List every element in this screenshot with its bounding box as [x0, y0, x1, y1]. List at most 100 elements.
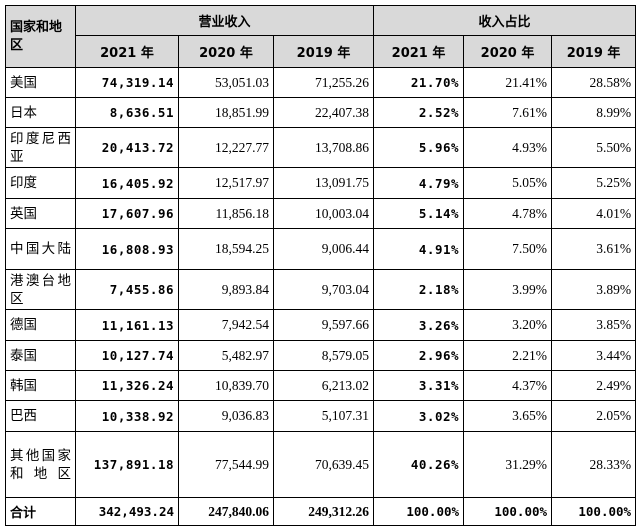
table-row: 英国 17,607.96 11,856.18 10,003.04 5.14% 4.78% 4…	[5, 198, 637, 229]
revenue-cell-2020: 9,893.84	[178, 269, 274, 310]
share-cell-2021: 3.02%	[373, 400, 465, 432]
region-cell: 德国	[5, 309, 76, 341]
revenue-cell-2020: 12,227.77	[178, 127, 274, 168]
revenue-cell-2021: 17,607.96	[75, 198, 179, 229]
revenue-cell-2019: 8,579.05	[272, 340, 375, 371]
header-row-years: 2021 年 2020 年 2019 年 2021 年 2020 年 2019 …	[6, 35, 637, 68]
share-cell-2019: 3.85%	[551, 309, 637, 341]
total-label: 合计	[5, 497, 76, 526]
region-cell: 巴西	[5, 400, 76, 432]
share-cell-2020: 5.05%	[463, 167, 553, 199]
share-cell-2020: 2.21%	[463, 340, 553, 371]
share-cell-2020: 4.78%	[463, 198, 553, 229]
revenue-cell-2020: 77,544.99	[178, 431, 274, 498]
share-group-header: 收入占比	[373, 5, 637, 36]
share-cell-2021: 5.96%	[373, 127, 465, 168]
total-revenue-2019: 249,312.26	[272, 497, 375, 526]
revenue-cell-2020: 53,051.03	[178, 67, 274, 98]
revenue-cell-2020: 9,036.83	[178, 400, 274, 432]
region-cell: 中国大陆	[5, 228, 76, 270]
total-revenue-2021: 342,493.24	[75, 497, 179, 526]
year-header-revenue-2020: 2020 年	[178, 35, 274, 68]
share-cell-2021: 3.26%	[373, 309, 465, 341]
revenue-cell-2021: 137,891.18	[75, 431, 179, 498]
revenue-table-container: 国家和地区 营业收入 收入占比 2021 年 2020 年 2019 年 202…	[5, 5, 637, 526]
revenue-cell-2021: 7,455.86	[75, 269, 179, 310]
share-cell-2021: 4.91%	[373, 228, 465, 270]
share-cell-2021: 40.26%	[373, 431, 465, 498]
revenue-cell-2020: 18,851.99	[178, 97, 274, 128]
table-row: 美国 74,319.14 53,051.03 71,255.26 21.70% 21.41…	[5, 67, 637, 98]
share-cell-2020: 31.29%	[463, 431, 553, 498]
year-header-share-2020: 2020 年	[463, 35, 553, 68]
table-row: 印度尼西亚 20,413.72 12,227.77 13,708.86 5.96% 4.9…	[5, 127, 637, 168]
region-cell: 其他国家和地区	[5, 431, 76, 498]
revenue-cell-2021: 20,413.72	[75, 127, 179, 168]
share-cell-2019: 28.33%	[551, 431, 637, 498]
table-row: 港澳台地区 7,455.86 9,893.84 9,703.04 2.18% 3.99% 3…	[5, 269, 637, 310]
table-row: 韩国 11,326.24 10,839.70 6,213.02 3.31% 4.37% 2.…	[5, 370, 637, 401]
corner-header: 国家和地区	[5, 5, 76, 68]
share-cell-2021: 2.18%	[373, 269, 465, 310]
table-row: 印度 16,405.92 12,517.97 13,091.75 4.79% 5.05% 5…	[5, 167, 637, 199]
region-cell: 印度尼西亚	[5, 127, 76, 168]
total-share-2021: 100.00%	[373, 497, 465, 526]
revenue-cell-2019: 9,597.66	[272, 309, 375, 341]
total-share-2020: 100.00%	[463, 497, 553, 526]
table-row: 其他国家和地区 137,891.18 77,544.99 70,639.45 40.26…	[5, 431, 637, 498]
table-row: 德国 11,161.13 7,942.54 9,597.66 3.26% 3.20% 3.8…	[5, 309, 637, 341]
share-cell-2020: 4.93%	[463, 127, 553, 168]
revenue-cell-2021: 11,326.24	[75, 370, 179, 401]
share-cell-2021: 3.31%	[373, 370, 465, 401]
share-cell-2019: 28.58%	[551, 67, 637, 98]
revenue-cell-2020: 12,517.97	[178, 167, 274, 199]
revenue-cell-2021: 10,127.74	[75, 340, 179, 371]
revenue-cell-2019: 13,708.86	[272, 127, 375, 168]
share-cell-2019: 5.50%	[551, 127, 637, 168]
revenue-cell-2019: 13,091.75	[272, 167, 375, 199]
table-row: 巴西 10,338.92 9,036.83 5,107.31 3.02% 3.65% 2.0…	[5, 400, 637, 432]
table-row: 日本 8,636.51 18,851.99 22,407.38 2.52% 7.61% 8.…	[5, 97, 637, 128]
year-header-share-2021: 2021 年	[373, 35, 465, 68]
revenue-cell-2019: 10,003.04	[272, 198, 375, 229]
share-cell-2019: 3.44%	[551, 340, 637, 371]
share-cell-2020: 3.65%	[463, 400, 553, 432]
share-cell-2021: 21.70%	[373, 67, 465, 98]
table-row: 泰国 10,127.74 5,482.97 8,579.05 2.96% 2.21% 3.4…	[5, 340, 637, 371]
region-cell: 美国	[5, 67, 76, 98]
revenue-cell-2019: 70,639.45	[272, 431, 375, 498]
region-cell: 日本	[5, 97, 76, 128]
share-cell-2021: 5.14%	[373, 198, 465, 229]
revenue-cell-2020: 11,856.18	[178, 198, 274, 229]
revenue-cell-2021: 8,636.51	[75, 97, 179, 128]
revenue-cell-2020: 18,594.25	[178, 228, 274, 270]
region-cell: 泰国	[5, 340, 76, 371]
revenue-cell-2019: 9,006.44	[272, 228, 375, 270]
revenue-cell-2021: 16,405.92	[75, 167, 179, 199]
region-cell: 韩国	[5, 370, 76, 401]
region-cell: 英国	[5, 198, 76, 229]
total-row: 合计 342,493.24 247,840.06 249,312.26 100.00% 1…	[5, 497, 637, 526]
share-cell-2021: 2.52%	[373, 97, 465, 128]
revenue-cell-2021: 10,338.92	[75, 400, 179, 432]
year-header-revenue-2019: 2019 年	[272, 35, 375, 68]
table-body: 美国 74,319.14 53,051.03 71,255.26 21.70% 21.41…	[5, 67, 637, 526]
revenue-by-region-table: 国家和地区 营业收入 收入占比 2021 年 2020 年 2019 年 202…	[5, 5, 637, 526]
region-cell: 印度	[5, 167, 76, 199]
table-row: 中国大陆 16,808.93 18,594.25 9,006.44 4.91% 7.50%…	[5, 228, 637, 270]
share-cell-2020: 4.37%	[463, 370, 553, 401]
total-share-2019: 100.00%	[551, 497, 637, 526]
share-cell-2021: 2.96%	[373, 340, 465, 371]
year-header-revenue-2021: 2021 年	[75, 35, 179, 68]
share-cell-2020: 7.61%	[463, 97, 553, 128]
revenue-cell-2019: 6,213.02	[272, 370, 375, 401]
share-cell-2020: 7.50%	[463, 228, 553, 270]
region-cell: 港澳台地区	[5, 269, 76, 310]
share-cell-2019: 4.01%	[551, 198, 637, 229]
revenue-cell-2019: 5,107.31	[272, 400, 375, 432]
revenue-cell-2021: 11,161.13	[75, 309, 179, 341]
share-cell-2020: 21.41%	[463, 67, 553, 98]
revenue-cell-2019: 71,255.26	[272, 67, 375, 98]
revenue-cell-2019: 22,407.38	[272, 97, 375, 128]
revenue-group-header: 营业收入	[74, 5, 375, 36]
